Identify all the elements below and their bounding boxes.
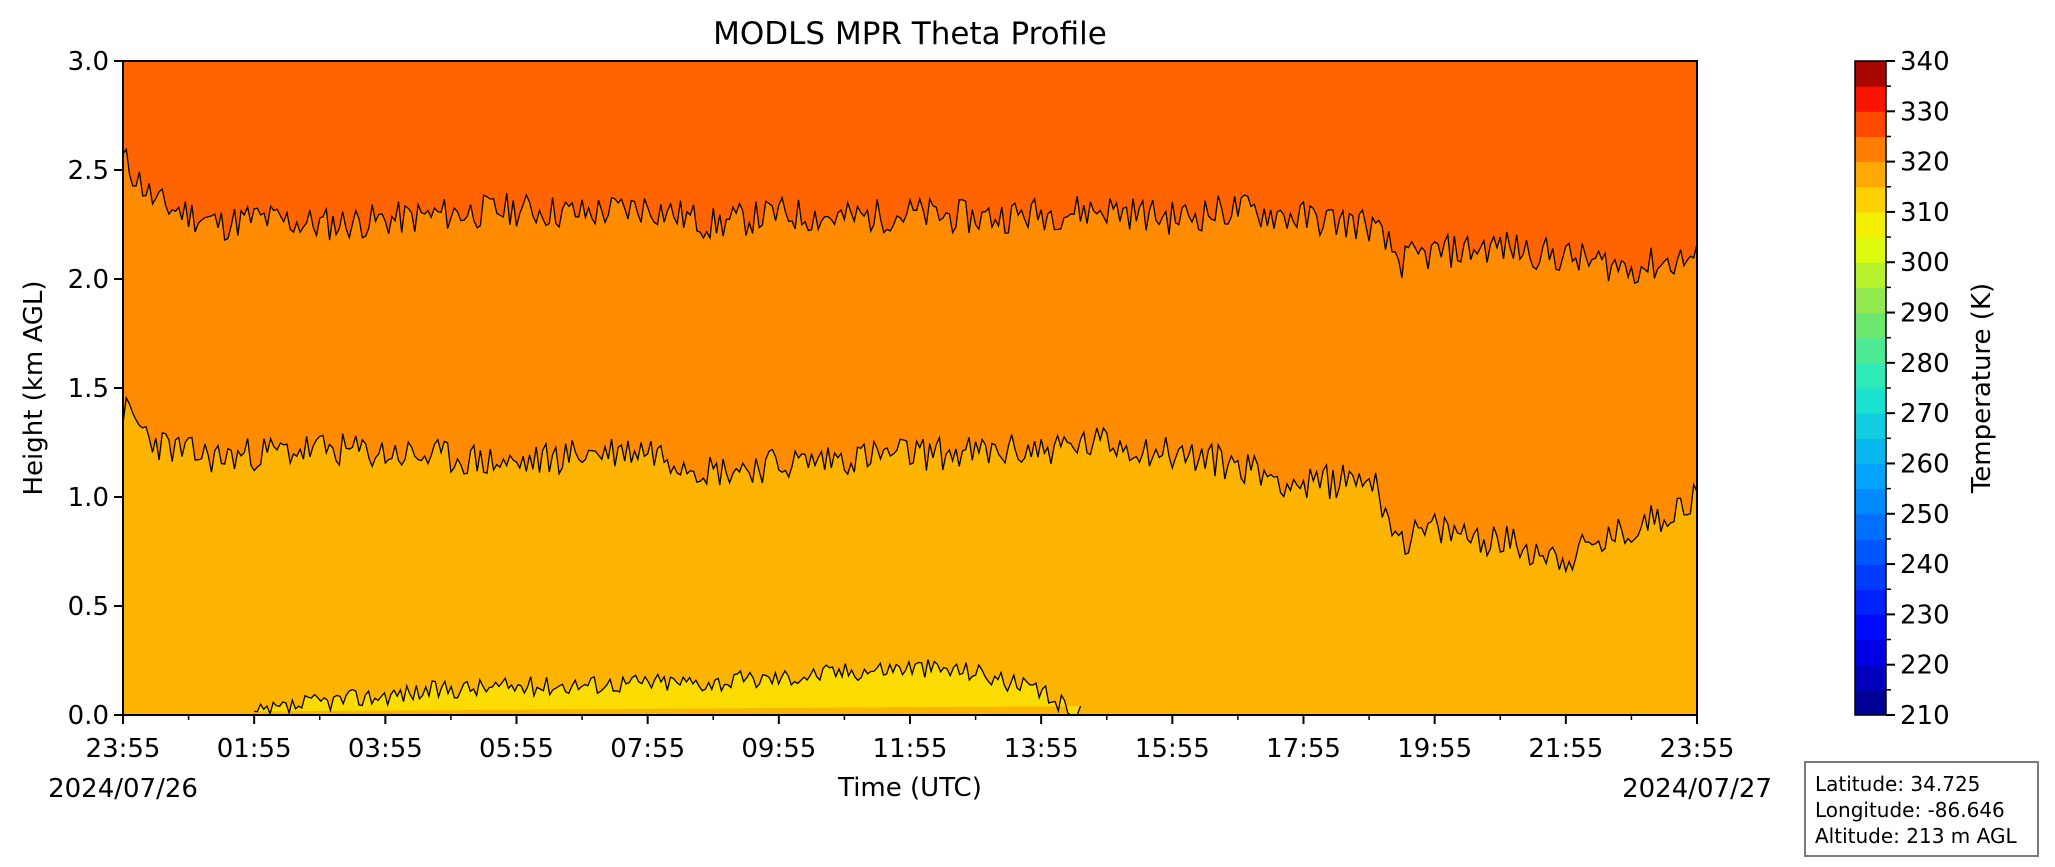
- x-tick-label: 15:55: [1135, 734, 1210, 764]
- altitude-text: Altitude: 213 m AGL: [1815, 824, 2017, 848]
- latitude-text: Latitude: 34.725: [1815, 772, 1981, 796]
- chart-title: MODLS MPR Theta Profile: [713, 16, 1107, 52]
- colorbar-segment: [1855, 538, 1886, 565]
- colorbar-tick-label: 340: [1900, 47, 1950, 77]
- y-tick-label: 0.5: [68, 592, 109, 622]
- colorbar-segment: [1855, 589, 1886, 615]
- x-tick-label: 17:55: [1266, 734, 1341, 764]
- colorbar-tick-label: 230: [1900, 600, 1950, 630]
- colorbar-segment: [1855, 388, 1886, 414]
- x-tick-label: 05:55: [479, 734, 554, 764]
- x-tick-label: 19:55: [1397, 734, 1472, 764]
- y-tick-label: 1.0: [68, 483, 109, 513]
- colorbar-segment: [1855, 413, 1886, 439]
- colorbar-tick-label: 260: [1900, 449, 1950, 479]
- colorbar-tick-label: 300: [1900, 248, 1950, 278]
- longitude-text: Longitude: -86.646: [1815, 798, 2005, 822]
- colorbar-segment: [1855, 438, 1886, 464]
- contour-310K: [123, 147, 1697, 285]
- band-300-305: [254, 659, 1081, 715]
- x-date-right: 2024/07/27: [1622, 774, 1772, 804]
- colorbar-segment: [1855, 337, 1886, 364]
- colorbar-segment: [1855, 614, 1886, 641]
- colorbar-segment: [1855, 161, 1886, 188]
- y-tick-label: 3.0: [68, 47, 109, 77]
- y-tick-label: 1.5: [68, 374, 109, 404]
- x-tick-label: 21:55: [1528, 734, 1603, 764]
- colorbar-segment: [1855, 211, 1886, 238]
- x-tick-label: 11:55: [873, 734, 948, 764]
- contour-305K: [123, 395, 1697, 574]
- colorbar-segment: [1855, 564, 1886, 590]
- colorbar-segment: [1855, 664, 1886, 691]
- colorbar-segment: [1855, 689, 1886, 716]
- colorbar-tick-label: 290: [1900, 299, 1950, 329]
- colorbar-segment: [1855, 488, 1886, 515]
- station-info-box: Latitude: 34.725 Longitude: -86.646 Alti…: [1804, 761, 2039, 857]
- x-tick-label: 07:55: [610, 734, 685, 764]
- colorbar-tick-label: 320: [1900, 148, 1950, 178]
- colorbar-tick-label: 210: [1900, 701, 1950, 731]
- colorbar-segment: [1855, 262, 1886, 288]
- colorbar: 210 220 230 240 250 260 270 280 290 300 310 320 330 3…: [1854, 47, 1950, 731]
- colorbar-segment: [1855, 136, 1886, 163]
- colorbar-segment: [1855, 639, 1886, 666]
- colorbar-segment: [1855, 186, 1886, 213]
- colorbar-label: Temperature (K): [1967, 283, 1997, 494]
- colorbar-segment: [1855, 463, 1886, 490]
- colorbar-segment: [1855, 86, 1886, 112]
- x-axis: 23:55 01:55 03:55 05:55 07:55 09:55 11:55 13:55…: [86, 715, 1735, 764]
- colorbar-segment: [1855, 61, 1886, 87]
- colorbar-tick-label: 270: [1900, 399, 1950, 429]
- x-date-left: 2024/07/26: [48, 774, 198, 804]
- colorbar-segment: [1855, 513, 1886, 540]
- x-tick-label: 23:55: [1660, 734, 1735, 764]
- x-tick-label: 13:55: [1004, 734, 1079, 764]
- x-tick-label: 09:55: [741, 734, 816, 764]
- colorbar-segment: [1855, 312, 1886, 339]
- colorbar-tick-label: 310: [1900, 198, 1950, 228]
- y-tick-label: 0.0: [68, 701, 109, 731]
- y-axis-label: Height (km AGL): [19, 280, 49, 495]
- band-305-310: [123, 397, 1697, 715]
- y-tick-label: 2.0: [68, 265, 109, 295]
- colorbar-tick-label: 240: [1900, 550, 1950, 580]
- colorbar-segment: [1855, 237, 1886, 263]
- plot-area: [123, 61, 1697, 715]
- contour-300K: [254, 659, 1082, 715]
- colorbar-tick-label: 330: [1900, 97, 1950, 127]
- x-axis-label: Time (UTC): [837, 773, 982, 803]
- y-tick-label: 2.5: [68, 156, 109, 186]
- colorbar-segment: [1855, 111, 1886, 137]
- x-tick-label: 23:55: [86, 734, 161, 764]
- colorbar-segment: [1855, 362, 1886, 389]
- colorbar-tick-label: 220: [1900, 651, 1950, 681]
- colorbar-tick-label: 250: [1900, 500, 1950, 530]
- colorbar-tick-label: 280: [1900, 349, 1950, 379]
- x-tick-label: 03:55: [348, 734, 423, 764]
- colorbar-segment: [1855, 287, 1886, 314]
- x-tick-label: 01:55: [217, 734, 292, 764]
- y-axis: 0.0 0.5 1.0 1.5 2.0 2.5 3.0: [68, 47, 123, 731]
